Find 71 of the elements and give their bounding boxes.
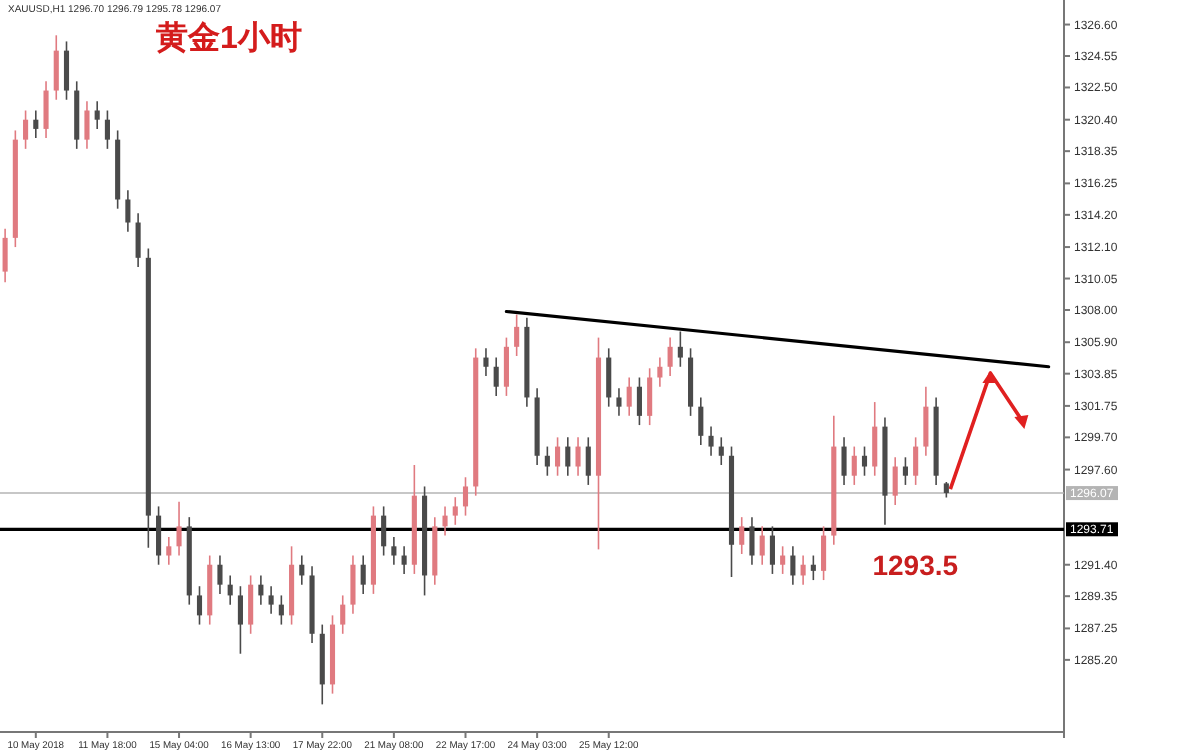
candlestick xyxy=(923,385,929,457)
candlestick xyxy=(125,189,131,233)
candlestick xyxy=(892,456,898,506)
candlestick xyxy=(340,594,346,635)
candlestick xyxy=(575,436,581,477)
candlestick xyxy=(156,505,162,566)
candlestick xyxy=(381,505,387,557)
candlestick xyxy=(780,545,786,575)
text: 黄金1小时 xyxy=(154,20,302,56)
candlestick xyxy=(749,516,755,566)
candlestick xyxy=(360,554,366,595)
candlestick xyxy=(821,525,827,581)
candlestick xyxy=(626,376,632,417)
candlestick xyxy=(841,436,847,486)
candlestick xyxy=(872,401,878,477)
candlestick xyxy=(810,554,816,581)
candlestick xyxy=(636,376,642,426)
candlestick xyxy=(790,545,796,586)
candlestick xyxy=(677,330,683,368)
candlestick xyxy=(176,501,182,557)
candlestick xyxy=(94,100,100,130)
candlestick xyxy=(227,574,233,606)
candlestick xyxy=(555,436,561,477)
candlestick xyxy=(698,396,704,446)
candlestick xyxy=(278,594,284,626)
candlestick xyxy=(616,387,622,417)
candlestick xyxy=(33,109,39,139)
candlestick xyxy=(565,436,571,477)
candlestick xyxy=(391,536,397,566)
candlestick xyxy=(23,109,29,150)
candlestick xyxy=(442,505,448,537)
candlestick xyxy=(84,100,90,150)
candlestick xyxy=(401,545,407,575)
candlestick xyxy=(718,436,724,466)
candlestick xyxy=(514,313,520,357)
candlestick xyxy=(861,445,868,477)
candlestick xyxy=(800,554,806,586)
candlestick xyxy=(769,525,775,575)
candlestick xyxy=(667,336,673,377)
candlestick xyxy=(135,212,141,268)
candlestick xyxy=(708,425,714,457)
candlestick xyxy=(452,496,458,526)
candlestick xyxy=(544,445,550,477)
candlestick xyxy=(606,347,612,408)
candlestick xyxy=(503,336,509,397)
candlestick xyxy=(196,585,203,626)
candlestick xyxy=(902,456,908,486)
candlestick xyxy=(217,554,223,595)
candlestick xyxy=(63,40,70,101)
candlestick xyxy=(104,109,110,150)
candlestick xyxy=(2,227,8,284)
candlestick xyxy=(350,554,356,615)
candlestick xyxy=(739,516,745,555)
candlestick xyxy=(657,356,663,388)
candlestick xyxy=(483,347,489,377)
candlestick xyxy=(258,574,264,606)
candlestick xyxy=(913,436,919,486)
candlestick xyxy=(462,476,469,517)
candlestick xyxy=(647,367,653,426)
candlestick xyxy=(585,436,591,486)
candlestick xyxy=(166,536,172,566)
candlestick xyxy=(268,585,274,615)
candlestick xyxy=(248,574,254,635)
candlestick xyxy=(237,585,243,655)
candlestick xyxy=(759,525,765,566)
candlestick xyxy=(53,34,59,101)
annotation: 1293.5 xyxy=(872,548,959,581)
candlestick xyxy=(851,445,857,486)
candlestick xyxy=(43,80,49,139)
candlestick xyxy=(299,554,305,586)
candlestick xyxy=(493,356,499,397)
